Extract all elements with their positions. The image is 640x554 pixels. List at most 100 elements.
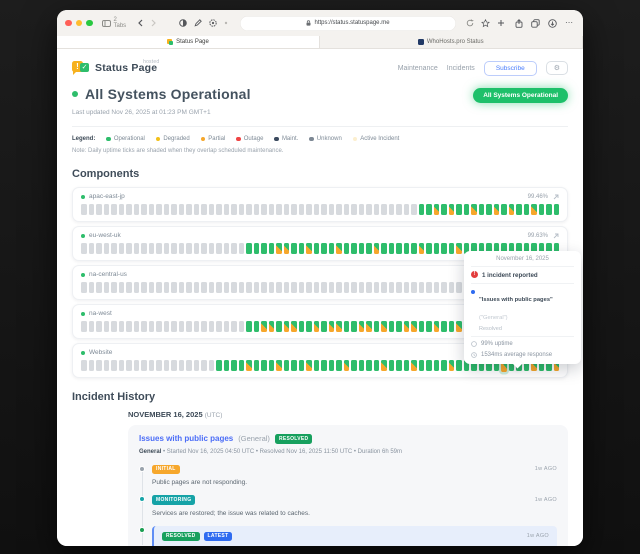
- uptime-tick[interactable]: [291, 204, 297, 215]
- uptime-tick[interactable]: [351, 282, 357, 293]
- uptime-tick[interactable]: [388, 360, 394, 371]
- uptime-tick[interactable]: [351, 321, 357, 332]
- uptime-tick[interactable]: [96, 243, 102, 254]
- uptime-tick[interactable]: [208, 321, 214, 332]
- uptime-tick[interactable]: [433, 204, 439, 215]
- uptime-tick[interactable]: [133, 360, 139, 371]
- uptime-tick[interactable]: [238, 204, 244, 215]
- uptime-tick[interactable]: [426, 321, 432, 332]
- forward-button[interactable]: [151, 19, 156, 27]
- uptime-tick[interactable]: [456, 204, 462, 215]
- uptime-tick[interactable]: [81, 282, 87, 293]
- uptime-tick[interactable]: [531, 243, 537, 254]
- uptime-tick[interactable]: [283, 204, 289, 215]
- uptime-tick[interactable]: [321, 204, 327, 215]
- uptime-tick[interactable]: [418, 243, 424, 254]
- uptime-tick[interactable]: [328, 360, 334, 371]
- uptime-tick[interactable]: [321, 321, 327, 332]
- uptime-tick[interactable]: [171, 282, 177, 293]
- close-window-button[interactable]: [65, 19, 72, 27]
- new-tab-button[interactable]: [497, 19, 505, 27]
- more-menu-icon[interactable]: ⋯: [565, 18, 573, 27]
- uptime-tick[interactable]: [463, 360, 469, 371]
- uptime-tick[interactable]: [313, 321, 319, 332]
- uptime-tick[interactable]: [321, 282, 327, 293]
- uptime-tick[interactable]: [553, 204, 559, 215]
- uptime-tick[interactable]: [261, 360, 267, 371]
- uptime-tick[interactable]: [276, 282, 282, 293]
- uptime-tick[interactable]: [538, 243, 544, 254]
- nav-maintenance-link[interactable]: Maintenance: [397, 64, 438, 72]
- uptime-tick[interactable]: [441, 321, 447, 332]
- uptime-tick[interactable]: [478, 360, 484, 371]
- uptime-tick[interactable]: [81, 243, 87, 254]
- uptime-tick[interactable]: [531, 360, 537, 371]
- uptime-tick[interactable]: [253, 282, 259, 293]
- uptime-tick[interactable]: [223, 360, 229, 371]
- uptime-tick[interactable]: [231, 204, 237, 215]
- uptime-tick[interactable]: [201, 321, 207, 332]
- uptime-tick[interactable]: [88, 204, 94, 215]
- uptime-tick[interactable]: [201, 204, 207, 215]
- tooltip-incident-title[interactable]: "Issues with public pages" ("General"): [479, 297, 553, 321]
- uptime-tick[interactable]: [381, 243, 387, 254]
- uptime-tick[interactable]: [88, 243, 94, 254]
- uptime-tick[interactable]: [328, 321, 334, 332]
- uptime-tick[interactable]: [283, 243, 289, 254]
- uptime-tick[interactable]: [373, 282, 379, 293]
- uptime-tick[interactable]: [441, 243, 447, 254]
- uptime-tick[interactable]: [411, 321, 417, 332]
- uptime-tick[interactable]: [96, 360, 102, 371]
- uptime-tick[interactable]: [238, 321, 244, 332]
- uptime-tick[interactable]: [546, 204, 552, 215]
- uptime-tick[interactable]: [238, 360, 244, 371]
- uptime-tick[interactable]: [156, 321, 162, 332]
- uptime-tick[interactable]: [148, 243, 154, 254]
- uptime-tick[interactable]: [231, 360, 237, 371]
- uptime-tick[interactable]: [508, 243, 514, 254]
- zoom-window-button[interactable]: [86, 19, 93, 27]
- uptime-tick[interactable]: [448, 360, 454, 371]
- uptime-tick[interactable]: [366, 360, 372, 371]
- uptime-tick[interactable]: [193, 243, 199, 254]
- expand-chevron-icon[interactable]: [553, 233, 559, 239]
- uptime-tick[interactable]: [238, 282, 244, 293]
- uptime-tick[interactable]: [208, 360, 214, 371]
- uptime-tick[interactable]: [186, 321, 192, 332]
- uptime-tick[interactable]: [516, 204, 522, 215]
- uptime-tick[interactable]: [276, 204, 282, 215]
- uptime-tick[interactable]: [403, 204, 409, 215]
- uptime-tick[interactable]: [321, 243, 327, 254]
- uptime-tick[interactable]: [546, 243, 552, 254]
- uptime-tick[interactable]: [396, 321, 402, 332]
- uptime-tick[interactable]: [298, 360, 304, 371]
- reader-contrast-icon[interactable]: [179, 19, 187, 27]
- uptime-tick[interactable]: [456, 243, 462, 254]
- uptime-tick[interactable]: [81, 321, 87, 332]
- uptime-tick[interactable]: [216, 204, 222, 215]
- uptime-tick[interactable]: [156, 204, 162, 215]
- uptime-tick[interactable]: [103, 243, 109, 254]
- uptime-tick[interactable]: [373, 360, 379, 371]
- uptime-tick[interactable]: [448, 282, 454, 293]
- uptime-tick[interactable]: [411, 204, 417, 215]
- uptime-tick[interactable]: [148, 321, 154, 332]
- uptime-tick[interactable]: [261, 282, 267, 293]
- uptime-tick[interactable]: [343, 360, 349, 371]
- uptime-tick[interactable]: [163, 243, 169, 254]
- uptime-tick[interactable]: [523, 204, 529, 215]
- uptime-tick[interactable]: [351, 243, 357, 254]
- uptime-tick[interactable]: [231, 243, 237, 254]
- uptime-tick[interactable]: [81, 360, 87, 371]
- uptime-tick[interactable]: [396, 204, 402, 215]
- uptime-tick[interactable]: [133, 282, 139, 293]
- uptime-tick[interactable]: [373, 204, 379, 215]
- uptime-tick[interactable]: [418, 321, 424, 332]
- uptime-tick[interactable]: [313, 282, 319, 293]
- uptime-tick[interactable]: [306, 321, 312, 332]
- uptime-tick[interactable]: [328, 243, 334, 254]
- uptime-tick[interactable]: [291, 321, 297, 332]
- site-logo[interactable]: ! ✓ Status Page hosted: [72, 59, 159, 76]
- uptime-tick[interactable]: [463, 243, 469, 254]
- settings-gear-button[interactable]: ⚙: [545, 61, 568, 75]
